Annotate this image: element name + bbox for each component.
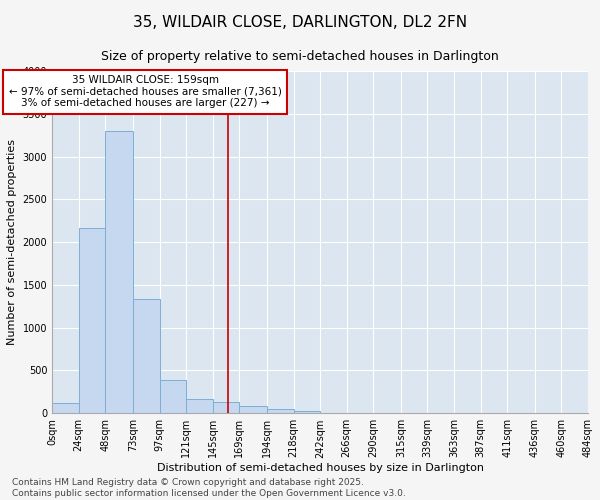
Bar — [186, 399, 212, 413]
Text: 35 WILDAIR CLOSE: 159sqm
← 97% of semi-detached houses are smaller (7,361)
3% of: 35 WILDAIR CLOSE: 159sqm ← 97% of semi-d… — [8, 75, 281, 108]
Text: Size of property relative to semi-detached houses in Darlington: Size of property relative to semi-detach… — [101, 50, 499, 63]
Bar — [105, 131, 133, 414]
Bar — [293, 410, 320, 414]
Bar — [267, 409, 293, 414]
Bar — [239, 406, 267, 413]
Bar — [160, 380, 186, 414]
Bar — [79, 228, 105, 414]
X-axis label: Distribution of semi-detached houses by size in Darlington: Distribution of semi-detached houses by … — [157, 463, 484, 473]
Bar — [52, 403, 79, 413]
Text: 35, WILDAIR CLOSE, DARLINGTON, DL2 2FN: 35, WILDAIR CLOSE, DARLINGTON, DL2 2FN — [133, 15, 467, 30]
Text: Contains HM Land Registry data © Crown copyright and database right 2025.
Contai: Contains HM Land Registry data © Crown c… — [12, 478, 406, 498]
Y-axis label: Number of semi-detached properties: Number of semi-detached properties — [7, 139, 17, 345]
Bar — [212, 402, 239, 413]
Bar — [133, 298, 160, 414]
